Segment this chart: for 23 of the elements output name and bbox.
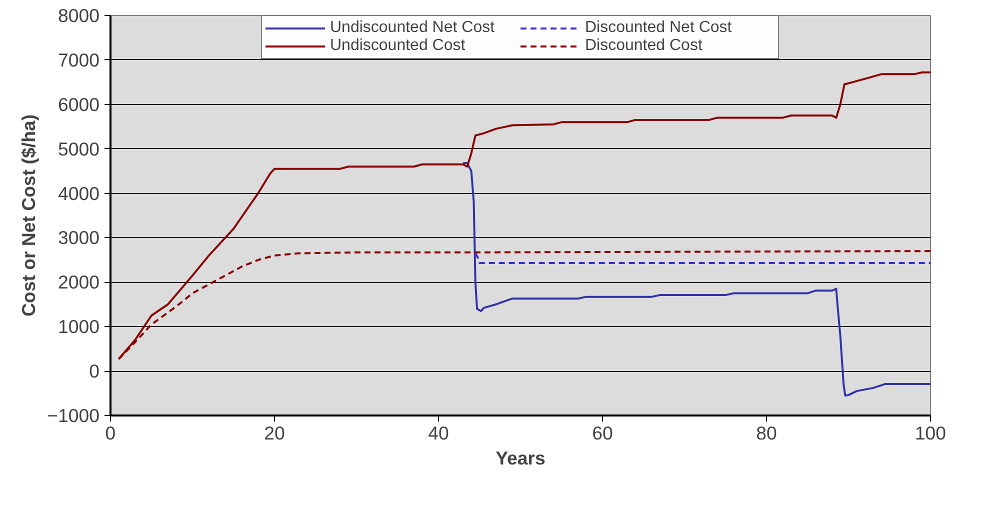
y-tick-label: 0 xyxy=(89,360,100,382)
y-tick-label: 8000 xyxy=(58,5,100,26)
legend-label: Discounted Net Cost xyxy=(585,19,733,37)
y-tick-label: 3000 xyxy=(58,227,100,248)
x-tick-label: 80 xyxy=(756,422,777,444)
y-tick-label: 7000 xyxy=(58,49,100,70)
x-axis-title: Years xyxy=(496,448,546,468)
x-tick-label: 0 xyxy=(105,422,116,444)
x-tick-label: 40 xyxy=(428,422,449,444)
x-tick-label: 100 xyxy=(914,422,946,444)
line-series xyxy=(462,162,930,396)
y-tick-label: 6000 xyxy=(58,94,100,115)
x-tick-label: 60 xyxy=(592,422,613,444)
legend-label: Discounted Cost xyxy=(585,37,704,55)
legend-label: Undiscounted Cost xyxy=(330,37,466,55)
y-tick-label: 1000 xyxy=(58,316,100,338)
x-tick-label: 20 xyxy=(264,422,285,444)
y-tick-label: 5000 xyxy=(58,138,100,160)
y-axis-title: Cost or Net Cost ($/ha) xyxy=(18,114,40,317)
legend-label: Undiscounted Net Cost xyxy=(330,19,496,37)
y-tick-label: 2000 xyxy=(58,272,100,293)
y-tick-label: −1000 xyxy=(47,405,100,426)
y-tick-label: 4000 xyxy=(58,182,100,204)
